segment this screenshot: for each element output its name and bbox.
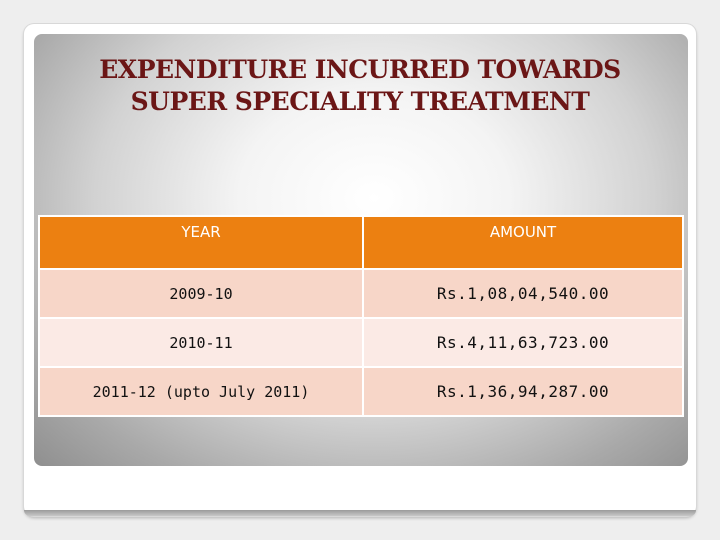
slide-title: EXPENDITURE INCURRED TOWARDS SUPER SPECI… [40, 54, 680, 118]
expenditure-table: YEAR AMOUNT 2009-10 Rs.1,08,04,540.00 20… [38, 215, 684, 417]
year-cell: 2009-10 [38, 268, 364, 319]
table-header-row: YEAR AMOUNT [38, 215, 684, 270]
year-cell: 2010-11 [38, 317, 364, 368]
slide-frame-edge [24, 510, 696, 516]
slide-title-line-2: SUPER SPECIALITY TREATMENT [130, 87, 590, 116]
table-row: 2010-11 Rs.4,11,63,723.00 [38, 317, 684, 368]
slide-title-line-1: EXPENDITURE INCURRED TOWARDS [99, 55, 621, 84]
column-header-year: YEAR [38, 215, 364, 270]
amount-cell: Rs.1,08,04,540.00 [362, 268, 684, 319]
table-row: 2011-12 (upto July 2011) Rs.1,36,94,287.… [38, 366, 684, 417]
amount-cell: Rs.4,11,63,723.00 [362, 317, 684, 368]
amount-cell: Rs.1,36,94,287.00 [362, 366, 684, 417]
table-row: 2009-10 Rs.1,08,04,540.00 [38, 268, 684, 319]
year-cell: 2011-12 (upto July 2011) [38, 366, 364, 417]
column-header-amount: AMOUNT [362, 215, 684, 270]
